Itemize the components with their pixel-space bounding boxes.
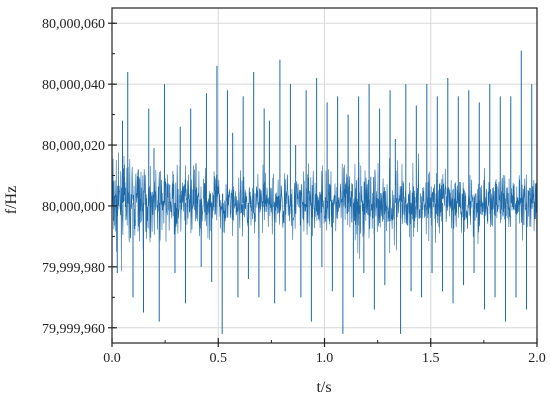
y-tick-label: 80,000,020 xyxy=(42,139,105,154)
y-tick-label: 79,999,960 xyxy=(42,322,105,337)
y-tick-label: 80,000,060 xyxy=(42,17,105,32)
y-axis-title: f/Hz xyxy=(3,186,20,214)
x-tick-label: 1.0 xyxy=(316,351,334,366)
x-tick-label: 0.0 xyxy=(103,351,121,366)
y-tick-label: 80,000,040 xyxy=(42,78,105,93)
x-tick-label: 2.0 xyxy=(528,351,546,366)
y-tick-label: 79,999,980 xyxy=(42,261,105,276)
x-axis-title: t/s xyxy=(316,379,331,396)
series-noise-band xyxy=(111,152,538,272)
y-tick-label: 80,000,000 xyxy=(42,200,105,215)
x-tick-label: 0.5 xyxy=(210,351,228,366)
axes: 79,999,960 79,999,980 80,000,000 80,000,020… xyxy=(42,7,546,366)
grid xyxy=(111,8,538,343)
plot-area xyxy=(111,50,538,334)
x-tick-label: 1.5 xyxy=(422,351,440,366)
